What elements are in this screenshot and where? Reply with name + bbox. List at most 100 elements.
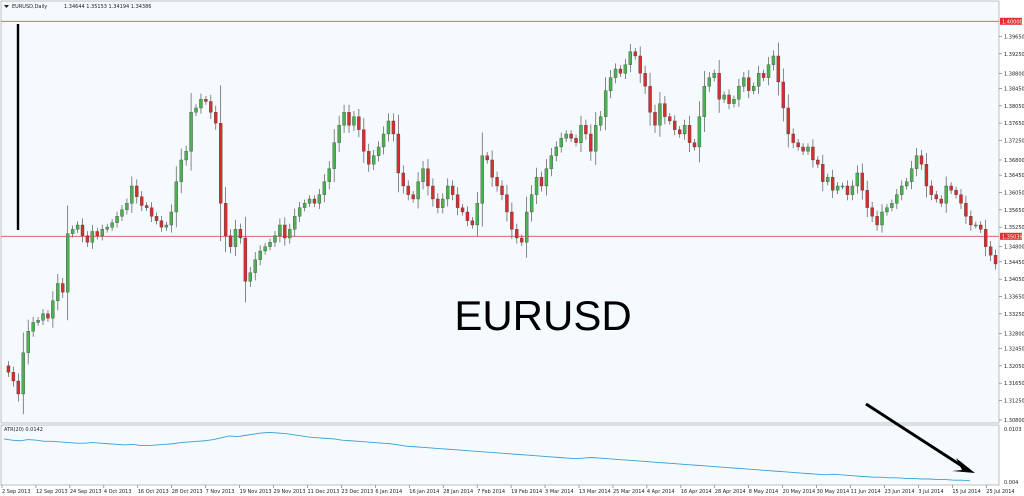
bear-candle (860, 172, 864, 191)
bear-candle (747, 77, 751, 91)
bull-candle (658, 103, 662, 126)
bull-candle (293, 216, 297, 230)
bear-candle (979, 224, 983, 230)
bear-candle (135, 185, 139, 197)
bull-candle (36, 320, 40, 323)
collapse-triangle-icon[interactable] (4, 5, 9, 8)
x-tick-label: 20 May 2014 (783, 489, 816, 495)
arrow-head-icon (952, 458, 975, 473)
bull-candle (56, 283, 60, 301)
x-tick-label: 13 Mar 2014 (579, 489, 611, 495)
x-tick-label: 3 Jul 2014 (918, 489, 943, 495)
bear-candle (154, 216, 159, 221)
bear-candle (520, 237, 524, 243)
y-tick-label: 1.32800 (1004, 331, 1024, 337)
bear-candle (61, 283, 65, 293)
y-tick-label: 1.33650 (1004, 294, 1024, 300)
bear-candle (144, 205, 149, 208)
x-tick-label: 11 Jun 2014 (851, 489, 881, 495)
y-tick-label: 1.31250 (1004, 398, 1024, 404)
bear-candle (786, 107, 790, 135)
bull-candle (835, 185, 840, 191)
bear-candle (16, 380, 21, 395)
x-tick-label: 7 Nov 2013 (206, 489, 235, 495)
arrow-shaft (865, 402, 963, 468)
y-tick-label: 1.33250 (1004, 312, 1024, 318)
bear-candle (436, 198, 440, 208)
bull-candle (529, 194, 534, 213)
price-level-box (1000, 232, 1022, 240)
bull-candle (386, 120, 391, 135)
bear-candle (149, 207, 154, 217)
bull-candle (480, 155, 484, 204)
bull-candle (682, 125, 687, 135)
bull-candle (376, 146, 381, 156)
bull-candle (337, 125, 341, 143)
bull-candle (544, 168, 549, 187)
bear-candle (668, 116, 672, 122)
y-tick-label: 1.37650 (1004, 121, 1024, 127)
bear-candle (505, 194, 509, 213)
bear-candle (663, 103, 667, 117)
bear-candle (6, 365, 11, 373)
bull-candle (771, 55, 776, 65)
bull-candle (199, 99, 203, 109)
candles-layer (6, 42, 998, 415)
bull-candle (599, 116, 603, 126)
bear-candle (633, 51, 637, 57)
y-tick-label: 1.31650 (1004, 381, 1024, 387)
x-tick-label: 28 Apr 2014 (715, 489, 746, 495)
bull-candle (381, 133, 386, 148)
bull-candle (712, 73, 716, 78)
bull-candle (707, 77, 711, 87)
bear-candle (988, 246, 993, 256)
bear-candle (653, 112, 657, 126)
bear-candle (919, 155, 924, 165)
bear-candle (362, 129, 366, 152)
bear-candle (687, 125, 692, 143)
bull-candle (722, 94, 726, 100)
bull-candle (21, 352, 25, 395)
ohlc-values: 1.34644 1.35153 1.34194 1.34386 (64, 4, 151, 10)
bear-candle (801, 146, 805, 152)
bull-candle (70, 229, 75, 234)
down-arrow-annotation (865, 402, 975, 473)
bull-candle (189, 112, 193, 152)
bull-candle (628, 51, 632, 65)
bear-candle (515, 229, 519, 239)
bull-candle (307, 198, 312, 204)
bull-candle (297, 207, 302, 217)
atr-indicator-label: ATR(20) 0.0142 (4, 427, 43, 433)
time-axis: 2 Sep 2013 12 Sep 2013 24 Sep 2013 4 Oct 20… (1, 485, 1015, 495)
bull-candle (258, 250, 262, 260)
price-level-label: 1.35039 (1002, 234, 1023, 240)
bear-candle (589, 133, 593, 152)
bull-candle (826, 177, 830, 182)
bull-candle (125, 203, 129, 210)
bull-candle (90, 231, 95, 243)
bull-candle (263, 246, 267, 252)
bull-candle (184, 151, 188, 161)
bull-candle (885, 207, 889, 213)
bear-candle (939, 198, 943, 204)
chart-annotation-text: EURUSD (454, 292, 631, 339)
bear-candle (870, 207, 874, 217)
bull-candle (75, 224, 80, 230)
bear-candle (214, 112, 218, 124)
bear-candle (455, 194, 460, 208)
bear-candle (431, 185, 435, 200)
bear-candle (969, 216, 973, 226)
bull-candle (766, 64, 771, 78)
x-tick-label: 19 Feb 2014 (511, 489, 542, 495)
bear-candle (924, 164, 929, 187)
bear-candle (450, 185, 455, 195)
bull-candle (421, 168, 425, 182)
y-tick-label: 1.35650 (1004, 208, 1024, 214)
bull-candle (100, 229, 104, 236)
x-tick-label: 6 Jan 2014 (375, 489, 402, 495)
bull-candle (806, 146, 810, 152)
bull-candle (322, 181, 327, 195)
y-tick-label: 1.39650 (1004, 34, 1024, 40)
bull-candle (895, 194, 899, 204)
